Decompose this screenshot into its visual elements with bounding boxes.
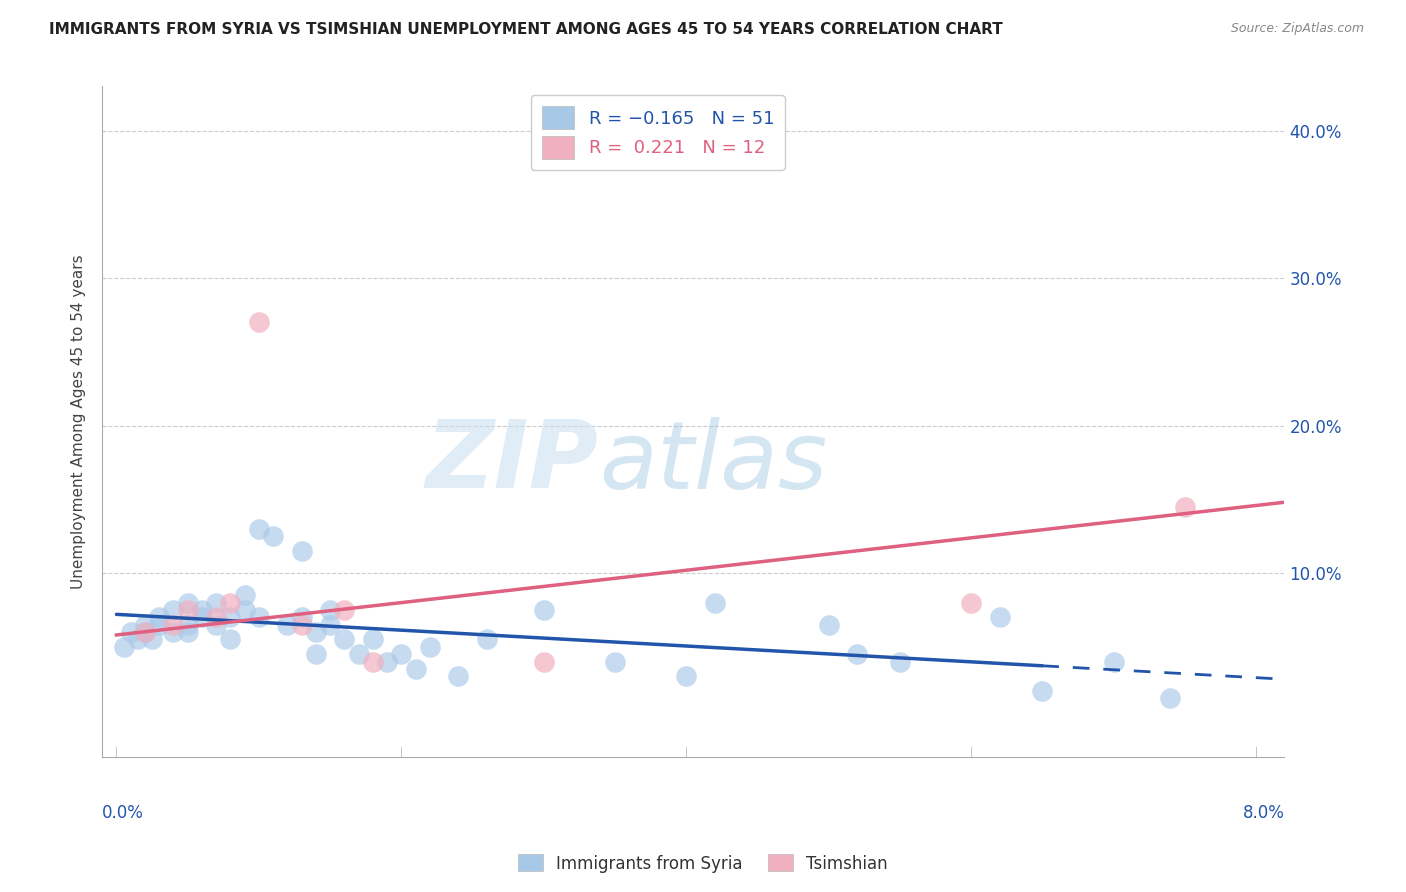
Point <box>1102 655 1125 669</box>
Point <box>291 610 314 624</box>
Point <box>1174 500 1197 514</box>
Point <box>319 603 342 617</box>
Legend: Immigrants from Syria, Tsimshian: Immigrants from Syria, Tsimshian <box>512 847 894 880</box>
Point <box>191 610 214 624</box>
Text: ZIP: ZIP <box>426 417 599 508</box>
Point <box>333 603 356 617</box>
Point <box>134 625 156 640</box>
Point <box>276 617 298 632</box>
Point <box>533 603 555 617</box>
Point <box>361 655 384 669</box>
Point <box>405 662 427 676</box>
Point <box>148 610 170 624</box>
Point <box>205 610 228 624</box>
Point <box>817 617 839 632</box>
Point <box>176 625 198 640</box>
Point <box>127 632 149 647</box>
Point <box>112 640 135 654</box>
Text: 8.0%: 8.0% <box>1243 805 1285 822</box>
Point <box>675 669 697 683</box>
Point <box>219 595 242 609</box>
Point <box>134 625 156 640</box>
Point <box>162 625 184 640</box>
Point <box>247 610 270 624</box>
Point <box>291 617 314 632</box>
Point <box>162 617 184 632</box>
Point <box>291 544 314 558</box>
Point <box>120 625 142 640</box>
Point <box>205 617 228 632</box>
Point <box>233 588 256 602</box>
Point <box>305 625 328 640</box>
Point <box>533 655 555 669</box>
Point <box>219 610 242 624</box>
Point <box>361 632 384 647</box>
Point <box>219 632 242 647</box>
Y-axis label: Unemployment Among Ages 45 to 54 years: Unemployment Among Ages 45 to 54 years <box>72 254 86 590</box>
Point <box>703 595 725 609</box>
Point <box>960 595 983 609</box>
Point <box>247 315 270 329</box>
Point <box>389 647 412 661</box>
Point <box>475 632 498 647</box>
Text: IMMIGRANTS FROM SYRIA VS TSIMSHIAN UNEMPLOYMENT AMONG AGES 45 TO 54 YEARS CORREL: IMMIGRANTS FROM SYRIA VS TSIMSHIAN UNEMP… <box>49 22 1002 37</box>
Point <box>233 603 256 617</box>
Point <box>247 522 270 536</box>
Point <box>347 647 370 661</box>
Point <box>141 632 163 647</box>
Point <box>191 603 214 617</box>
Point <box>176 603 198 617</box>
Point <box>305 647 328 661</box>
Point <box>205 595 228 609</box>
Point <box>319 617 342 632</box>
Point <box>162 603 184 617</box>
Point <box>134 617 156 632</box>
Point <box>176 595 198 609</box>
Point <box>1159 691 1181 706</box>
Point <box>1031 684 1053 698</box>
Point <box>333 632 356 647</box>
Point <box>846 647 869 661</box>
Point <box>375 655 398 669</box>
Point <box>148 617 170 632</box>
Point <box>447 669 470 683</box>
Point <box>419 640 441 654</box>
Text: atlas: atlas <box>599 417 827 508</box>
Text: Source: ZipAtlas.com: Source: ZipAtlas.com <box>1230 22 1364 36</box>
Point <box>603 655 626 669</box>
Legend: R = −0.165   N = 51, R =  0.221   N = 12: R = −0.165 N = 51, R = 0.221 N = 12 <box>531 95 785 169</box>
Text: 0.0%: 0.0% <box>103 805 143 822</box>
Point <box>262 529 284 543</box>
Point <box>889 655 911 669</box>
Point <box>988 610 1011 624</box>
Point <box>176 617 198 632</box>
